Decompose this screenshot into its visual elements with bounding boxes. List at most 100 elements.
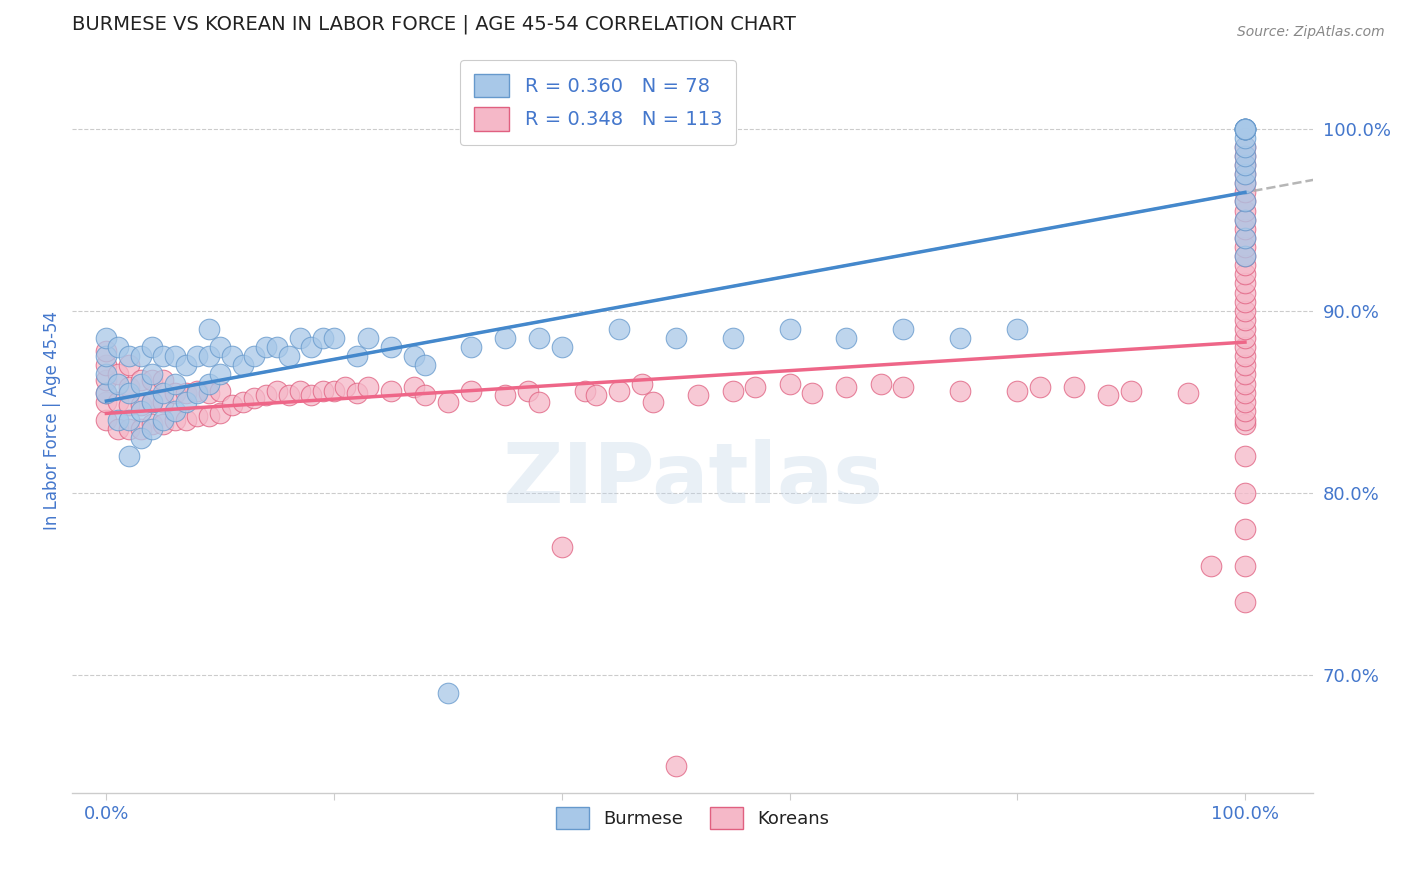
Point bbox=[107, 368, 129, 382]
Point bbox=[516, 384, 538, 398]
Point bbox=[1029, 380, 1052, 394]
Point bbox=[141, 373, 163, 387]
Point bbox=[186, 385, 208, 400]
Point bbox=[107, 422, 129, 436]
Point bbox=[641, 394, 664, 409]
Point bbox=[221, 399, 243, 413]
Point bbox=[312, 384, 335, 398]
Point bbox=[527, 394, 550, 409]
Point bbox=[96, 343, 118, 358]
Point bbox=[1233, 231, 1256, 245]
Point bbox=[1233, 121, 1256, 136]
Point bbox=[1233, 121, 1256, 136]
Point bbox=[494, 331, 516, 345]
Point bbox=[1233, 285, 1256, 300]
Point bbox=[801, 385, 824, 400]
Point bbox=[1233, 194, 1256, 209]
Point bbox=[585, 387, 607, 401]
Point bbox=[574, 384, 596, 398]
Point bbox=[1233, 558, 1256, 573]
Point bbox=[96, 359, 118, 373]
Point bbox=[232, 359, 254, 373]
Point bbox=[1063, 380, 1085, 394]
Point bbox=[1199, 558, 1222, 573]
Point bbox=[1233, 194, 1256, 209]
Point bbox=[198, 349, 221, 363]
Point bbox=[198, 376, 221, 391]
Point bbox=[1233, 368, 1256, 382]
Y-axis label: In Labor Force | Age 45-54: In Labor Force | Age 45-54 bbox=[44, 310, 60, 530]
Point bbox=[1233, 595, 1256, 609]
Point bbox=[1233, 121, 1256, 136]
Point bbox=[949, 331, 972, 345]
Point bbox=[107, 394, 129, 409]
Point bbox=[299, 340, 322, 354]
Point bbox=[335, 380, 357, 394]
Point bbox=[413, 387, 436, 401]
Point bbox=[129, 349, 152, 363]
Point bbox=[1233, 158, 1256, 172]
Point bbox=[402, 349, 425, 363]
Point bbox=[551, 541, 574, 555]
Point bbox=[1119, 384, 1142, 398]
Point bbox=[96, 331, 118, 345]
Point bbox=[209, 406, 232, 420]
Text: Source: ZipAtlas.com: Source: ZipAtlas.com bbox=[1237, 25, 1385, 39]
Point bbox=[266, 384, 288, 398]
Point bbox=[413, 359, 436, 373]
Point bbox=[1233, 121, 1256, 136]
Point bbox=[174, 385, 197, 400]
Point bbox=[129, 376, 152, 391]
Point bbox=[1097, 387, 1119, 401]
Point bbox=[721, 331, 744, 345]
Point bbox=[163, 349, 186, 363]
Point bbox=[1233, 231, 1256, 245]
Point bbox=[174, 359, 197, 373]
Point bbox=[243, 349, 266, 363]
Point bbox=[141, 340, 163, 354]
Point bbox=[1233, 404, 1256, 418]
Point bbox=[460, 384, 482, 398]
Point bbox=[141, 394, 163, 409]
Point bbox=[1233, 203, 1256, 218]
Point bbox=[1177, 385, 1199, 400]
Point bbox=[107, 376, 129, 391]
Point bbox=[665, 331, 688, 345]
Point bbox=[254, 340, 277, 354]
Point bbox=[1233, 149, 1256, 163]
Point bbox=[198, 385, 221, 400]
Point bbox=[107, 340, 129, 354]
Point bbox=[186, 409, 208, 424]
Point bbox=[312, 331, 335, 345]
Point bbox=[1233, 385, 1256, 400]
Point bbox=[1233, 258, 1256, 272]
Point bbox=[1233, 359, 1256, 373]
Point bbox=[141, 368, 163, 382]
Point bbox=[527, 331, 550, 345]
Point bbox=[551, 340, 574, 354]
Point bbox=[380, 340, 402, 354]
Point bbox=[1233, 376, 1256, 391]
Point bbox=[893, 322, 915, 336]
Point bbox=[1233, 340, 1256, 354]
Point bbox=[721, 384, 744, 398]
Point bbox=[607, 384, 630, 398]
Point bbox=[1007, 322, 1029, 336]
Point bbox=[1233, 450, 1256, 464]
Point bbox=[299, 387, 322, 401]
Point bbox=[96, 349, 118, 363]
Point bbox=[1233, 417, 1256, 431]
Point bbox=[288, 331, 311, 345]
Point bbox=[1007, 384, 1029, 398]
Point bbox=[141, 422, 163, 436]
Point bbox=[1233, 186, 1256, 200]
Point bbox=[186, 384, 208, 398]
Point bbox=[1233, 130, 1256, 145]
Point bbox=[118, 359, 141, 373]
Point bbox=[1233, 212, 1256, 227]
Point bbox=[1233, 486, 1256, 500]
Point bbox=[141, 417, 163, 431]
Point bbox=[221, 349, 243, 363]
Point bbox=[96, 368, 118, 382]
Point bbox=[107, 413, 129, 427]
